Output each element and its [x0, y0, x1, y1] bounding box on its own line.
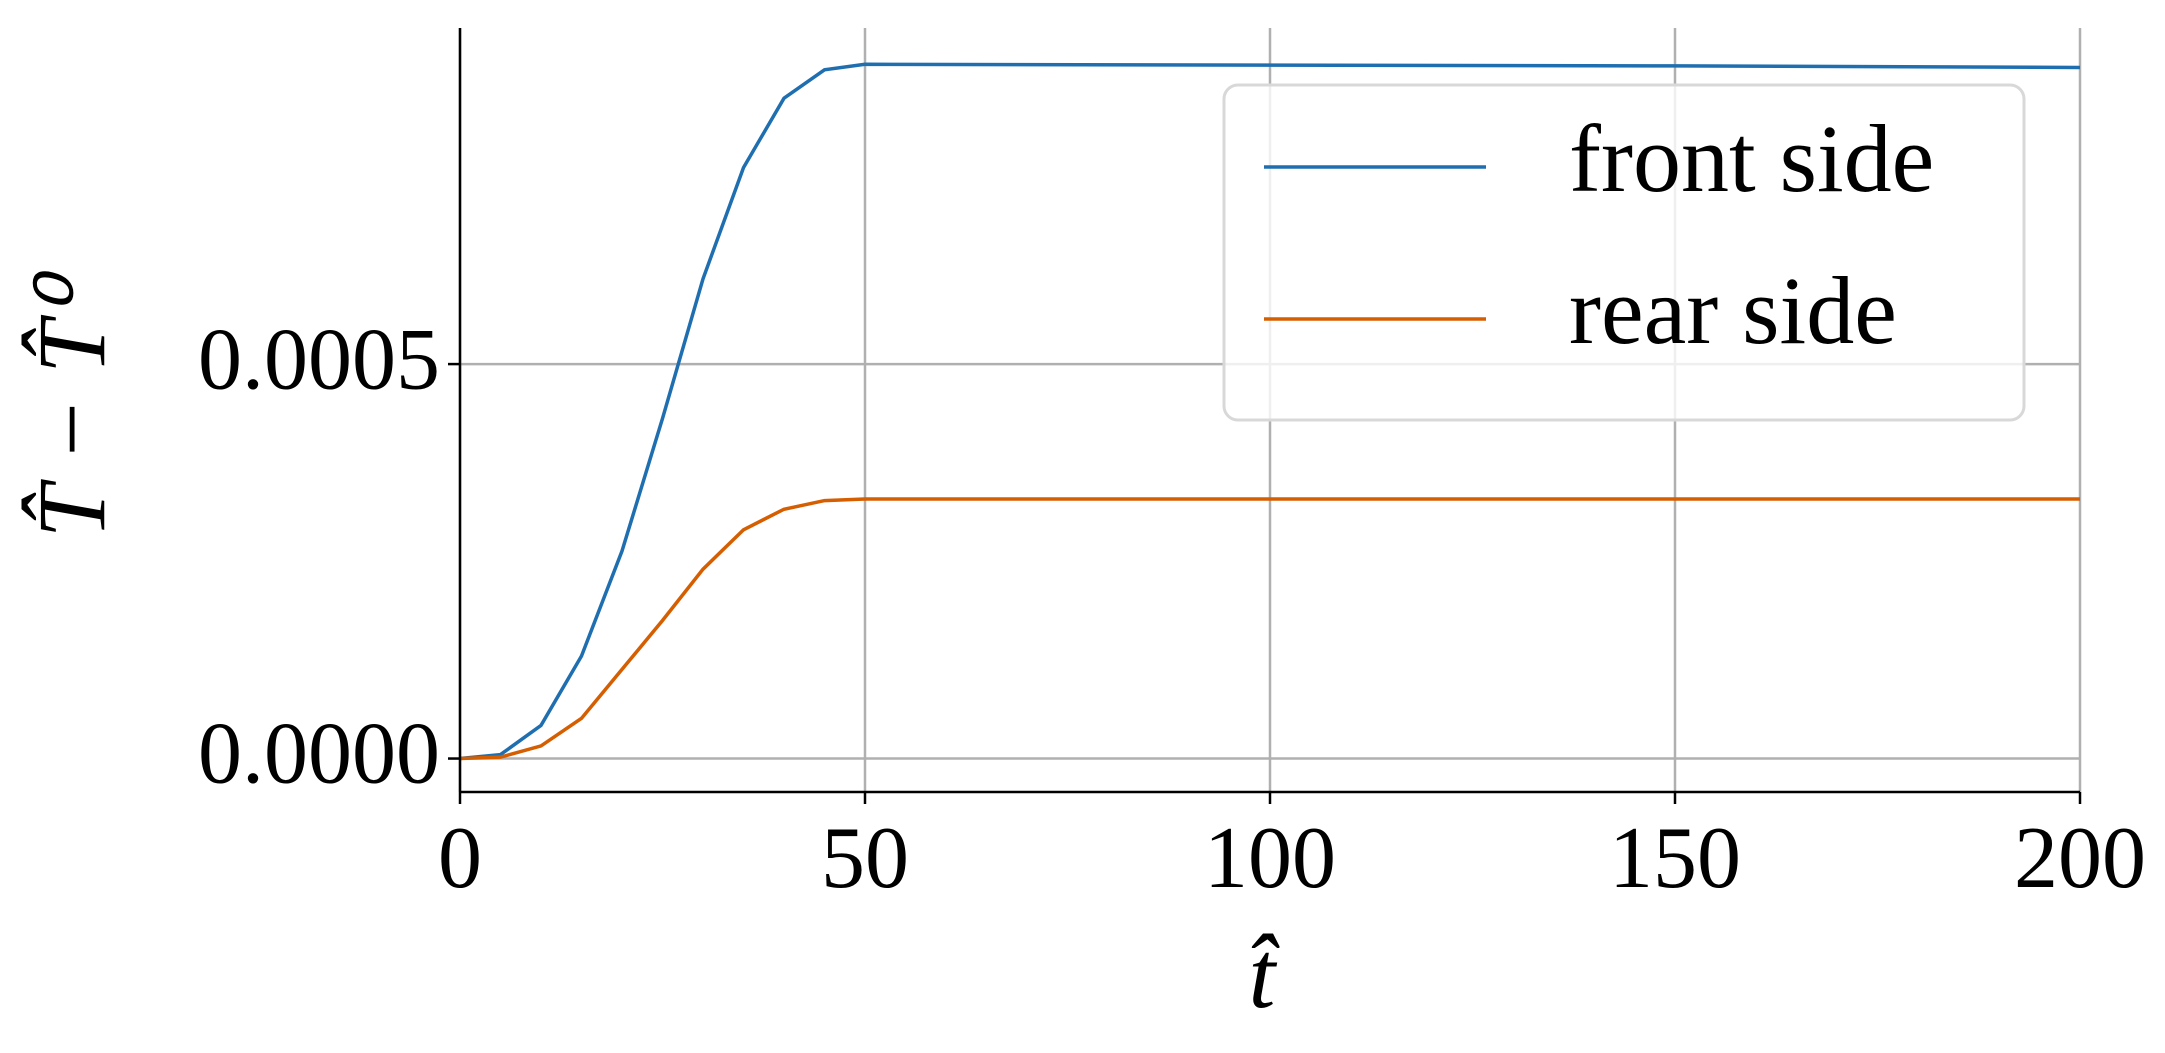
legend-label: front side — [1569, 105, 1934, 212]
line-series — [459, 62, 2081, 761]
legend-label: rear side — [1569, 257, 1897, 364]
y-tick-label: 0.0005 — [198, 311, 440, 408]
x-tick-label: 150 — [1609, 810, 1741, 907]
line-series — [459, 497, 2080, 761]
y-axis-label: T̂ − T̂⁰ — [18, 269, 125, 538]
x-axis-label: t̂ — [1249, 921, 1280, 1028]
x-tick-label: 200 — [2014, 810, 2146, 907]
plot-area — [459, 62, 2081, 761]
x-tick-label: 50 — [821, 810, 909, 907]
x-tick-label: 0 — [438, 810, 482, 907]
y-tick-label: 0.0000 — [198, 706, 440, 803]
x-tick-label: 100 — [1204, 810, 1336, 907]
